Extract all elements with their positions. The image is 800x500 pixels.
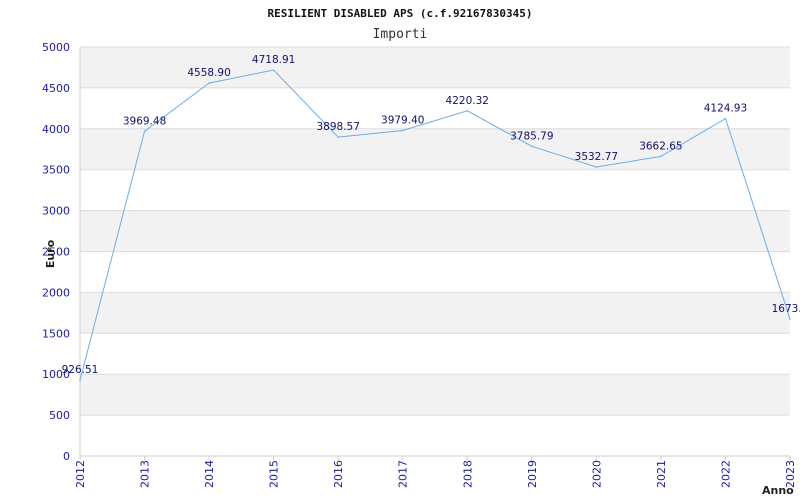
data-point: [466, 109, 469, 112]
data-label: 3785.79: [510, 130, 553, 142]
plot-band: [80, 374, 790, 416]
y-tick-label: 500: [49, 409, 70, 422]
plot-band: [80, 292, 790, 334]
series-layer: [79, 69, 791, 382]
data-point: [789, 318, 791, 320]
data-point: [595, 166, 598, 168]
plot-axes: [79, 47, 791, 460]
x-tick-label: 2015: [268, 460, 281, 488]
x-tick-label: 2012: [74, 460, 87, 488]
data-point: [401, 129, 404, 132]
series-line: [79, 69, 791, 381]
y-tick-label: 2500: [42, 246, 70, 259]
plot-band: [80, 47, 790, 88]
data-label: 4558.90: [187, 67, 230, 79]
data-label: 3898.57: [316, 121, 359, 133]
data-labels: 926.51 3969.48 4558.90 4718.91 3898.57 3979.4…: [62, 54, 800, 376]
y-tick-label: 2000: [42, 286, 70, 299]
data-point: [208, 82, 210, 84]
x-tick-label: 2021: [655, 460, 668, 488]
data-label: 3979.40: [381, 114, 424, 126]
data-label: 1673.0: [772, 303, 800, 315]
data-point: [660, 155, 662, 158]
chart-subtitle: Importi: [373, 27, 428, 42]
chart-title: RESILIENT DISABLED APS (c.f.92167830345): [268, 7, 533, 20]
x-tick-label: 2017: [397, 460, 410, 488]
y-tick-labels: 0 500 1000 1500 2000 2500 3000 3500 4000 4500 5000: [42, 41, 70, 463]
x-tick-label: 2019: [526, 460, 539, 488]
data-label: 4124.93: [704, 103, 747, 115]
y-tick-label: 4000: [42, 123, 70, 136]
x-axis-title: Anno: [762, 484, 794, 497]
data-point: [143, 130, 146, 133]
x-tick-labels: 2012 2013 2014 2015 2016 2017 2018 2019 2020 2021…: [74, 460, 797, 488]
y-tick-label: 4500: [42, 82, 70, 95]
x-tick-label: 2016: [332, 460, 345, 488]
y-axis-title: Euro: [44, 239, 57, 268]
data-point: [531, 145, 533, 148]
y-tick-label: 3000: [42, 205, 70, 218]
x-tick-label: 2013: [139, 460, 152, 488]
x-tick-label: 2020: [590, 460, 603, 488]
y-tick-label: 1500: [42, 327, 70, 340]
y-tick-label: 1000: [42, 368, 70, 381]
data-point: [272, 69, 275, 71]
plot-bands: [80, 47, 790, 416]
data-label: 3532.77: [575, 151, 618, 163]
y-tick-label: 5000: [42, 41, 70, 54]
x-tick-label: 2018: [461, 460, 474, 488]
data-point: [337, 136, 339, 138]
x-tick-label: 2023: [784, 460, 797, 488]
x-tick-label: 2014: [203, 460, 216, 488]
data-label: 3969.48: [123, 115, 166, 127]
x-tick-label: 2022: [719, 460, 732, 488]
data-label: 3662.65: [639, 140, 682, 152]
data-label: 4220.32: [446, 95, 489, 107]
data-label: 926.51: [62, 364, 99, 376]
y-tick-label: 0: [63, 450, 70, 463]
plot-band: [80, 210, 790, 252]
data-label: 4718.91: [252, 54, 295, 66]
plot-band: [80, 128, 790, 170]
data-point: [79, 379, 81, 382]
y-tick-label: 3500: [42, 164, 70, 177]
data-point: [724, 117, 727, 120]
